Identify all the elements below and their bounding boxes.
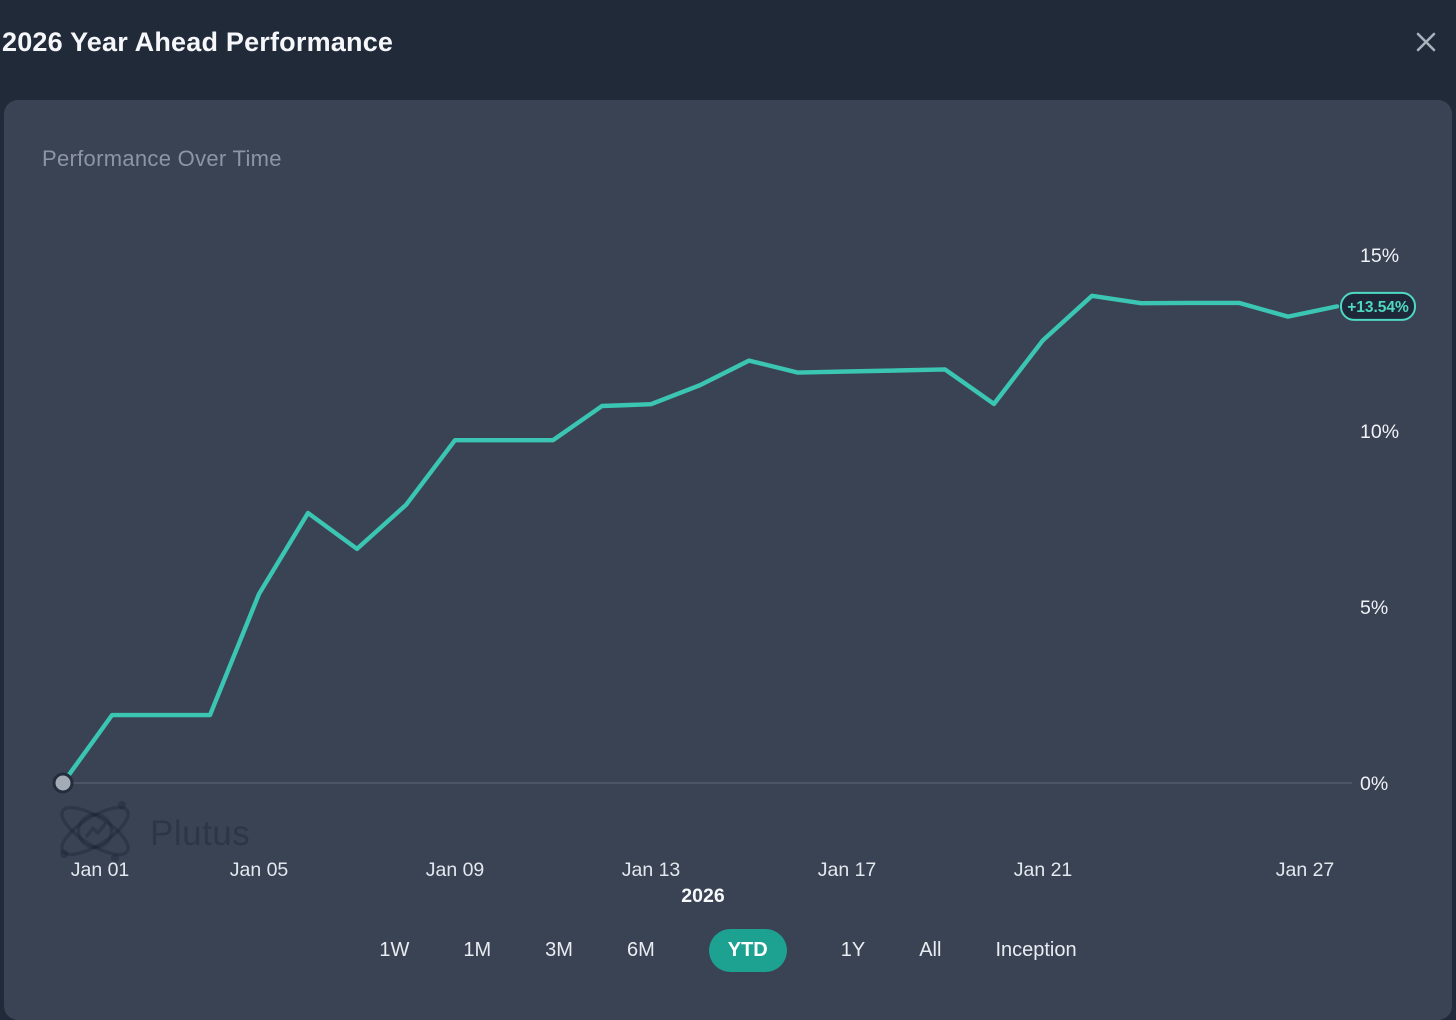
range-button-1w[interactable]: 1W [379,935,409,966]
range-button-inception[interactable]: Inception [995,935,1076,966]
dialog-header: 2026 Year Ahead Performance [0,0,1456,100]
range-button-1m[interactable]: 1M [463,935,491,966]
x-axis-label: Jan 09 [426,859,485,881]
x-axis-label: Jan 27 [1276,859,1335,881]
x-axis-label: Jan 01 [71,859,130,881]
y-axis-label: 0% [1360,773,1388,795]
x-axis-label: Jan 21 [1014,859,1073,881]
close-icon [1411,27,1441,60]
performance-chart[interactable]: 0% 5% 10% 15% Jan 01 Jan 05 Jan 09 Jan 13 Jan 17… [0,0,1456,984]
y-axis-label: 15% [1360,245,1399,267]
range-button-1y[interactable]: 1Y [841,935,865,966]
current-value-badge [1340,291,1416,321]
range-button-6m[interactable]: 6M [627,935,655,966]
x-axis-year-label: 2026 [681,885,725,907]
y-axis-label: 5% [1360,597,1388,619]
dialog-title: 2026 Year Ahead Performance [2,27,394,57]
performance-line [60,293,1340,786]
range-button-all[interactable]: All [919,935,941,966]
range-button-3m[interactable]: 3M [545,935,573,966]
current-value-badge-label: +13.54% [1347,299,1409,316]
time-range-selector: 1W 1M 3M 6M YTD 1Y All Inception [0,926,1456,974]
chart-subtitle: Performance Over Time [42,146,282,171]
x-axis-label: Jan 05 [230,859,289,881]
range-button-ytd[interactable]: YTD [708,928,787,972]
x-axis-label: Jan 13 [622,859,681,881]
chart-panel [4,100,1452,1020]
close-button[interactable] [1409,26,1443,60]
x-axis-label: Jan 17 [818,859,877,881]
series-start-dot [52,772,74,794]
y-axis-label: 10% [1360,421,1399,443]
